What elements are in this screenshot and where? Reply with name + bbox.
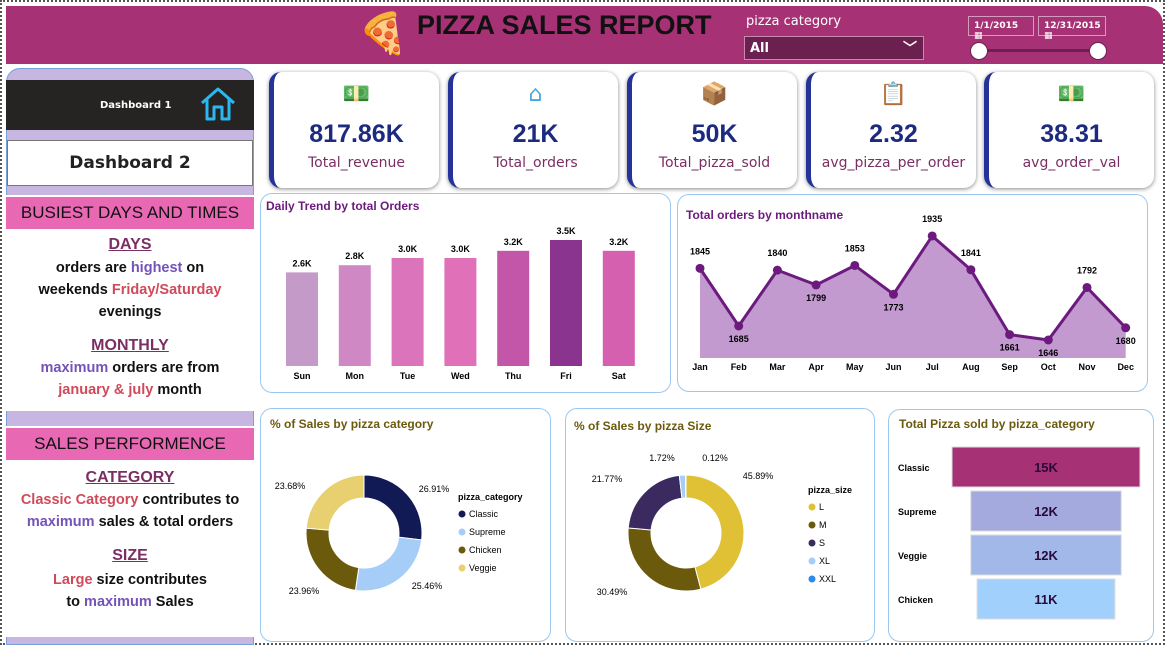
kpi-label: Total_orders (453, 155, 618, 171)
kpi-label: avg_order_val (989, 155, 1154, 171)
section-title: SALES PERFORMENCE (6, 428, 254, 460)
chart-title: % of Sales by pizza Size (574, 419, 711, 433)
home-icon: ⌂ (453, 82, 618, 112)
monthly-line-2: january & july month (6, 379, 254, 401)
end-date: 12/31/2015 (1044, 21, 1101, 31)
kpi-card-total_pizza_sold: 📦 50K Total_pizza_sold (627, 72, 797, 188)
monthly-heading: MONTHLY (6, 337, 254, 355)
category-donut-card: % of Sales by pizza category (260, 408, 551, 642)
pizza-icon: 🍕 (358, 10, 408, 57)
kpi-value: 817.86K (274, 120, 439, 149)
kpi-value: 21K (453, 120, 618, 149)
chart-title: Daily Trend by total Orders (266, 199, 419, 213)
category-filter-label: pizza category (746, 14, 841, 29)
end-date-input[interactable]: 12/31/2015 ▦ (1038, 16, 1106, 36)
start-date: 1/1/2015 (974, 21, 1018, 31)
daily-trend-card: Daily Trend by total Orders (260, 193, 671, 393)
kpi-value: 38.31 (989, 120, 1154, 149)
kpi-label: avg_pizza_per_order (811, 155, 976, 171)
size-line-2: to maximum Sales (6, 591, 254, 613)
days-line-3: evenings (6, 301, 254, 323)
calendar-icon: ▦ (974, 31, 983, 41)
dashboard-1-button[interactable]: Dashboard 1 (6, 80, 254, 130)
days-heading: DAYS (6, 236, 254, 254)
monthly-line-1: maximum orders are from (6, 357, 254, 379)
money-icon: 💵 (274, 82, 439, 112)
category-line-2: maximum sales & total orders (6, 511, 254, 533)
category-value: All (750, 41, 769, 56)
size-donut-card: % of Sales by pizza Size (565, 408, 875, 642)
kpi-label: Total_revenue (274, 155, 439, 171)
chart-title: Total orders by monthname (686, 208, 843, 222)
days-line-2: weekends Friday/Saturday (6, 279, 254, 301)
category-heading: CATEGORY (6, 469, 254, 487)
kpi-card-total_revenue: 💵 817.86K Total_revenue (269, 72, 439, 188)
section-title: BUSIEST DAYS AND TIMES (6, 197, 254, 229)
size-line-1: Large size contributes (6, 569, 254, 591)
money-icon: 💵 (989, 82, 1154, 112)
kpi-value: 50K (632, 120, 797, 149)
delivery-icon: 📦 (632, 82, 797, 112)
kpi-value: 2.32 (811, 120, 976, 149)
date-slider-start-handle[interactable] (970, 42, 988, 60)
chevron-down-icon: ﹀ (903, 38, 917, 58)
home-icon (198, 85, 238, 123)
sales-performance-panel: SALES PERFORMENCE CATEGORY Classic Categ… (6, 426, 254, 637)
start-date-input[interactable]: 1/1/2015 ▦ (968, 16, 1034, 36)
chart-title: % of Sales by pizza category (270, 417, 433, 431)
page-title: PIZZA SALES REPORT (417, 10, 712, 41)
calendar-icon: ▦ (1044, 31, 1053, 41)
kpi-card-avg_pizza_per_order: 📋 2.32 avg_pizza_per_order (806, 72, 976, 188)
funnel-card: Total Pizza sold by pizza_category (888, 409, 1154, 642)
clipboard-icon: 📋 (811, 82, 976, 112)
dashboard-1-label: Dashboard 1 (100, 100, 171, 111)
kpi-label: Total_pizza_sold (632, 155, 797, 171)
size-heading: SIZE (6, 547, 254, 565)
dashboard-2-button[interactable]: Dashboard 2 (7, 140, 253, 186)
days-line-1: orders are highest on (6, 257, 254, 279)
category-dropdown[interactable]: All ﹀ (744, 36, 924, 60)
date-slider-track[interactable] (979, 49, 1097, 52)
monthly-orders-card: Total orders by monthname (677, 194, 1148, 392)
category-line-1: Classic Category contributes to (6, 489, 254, 511)
kpi-card-avg_order_val: 💵 38.31 avg_order_val (984, 72, 1154, 188)
chart-title: Total Pizza sold by pizza_category (899, 417, 1095, 431)
date-slider-end-handle[interactable] (1089, 42, 1107, 60)
busiest-days-panel: BUSIEST DAYS AND TIMES DAYS orders are h… (6, 195, 254, 411)
kpi-card-total_orders: ⌂ 21K Total_orders (448, 72, 618, 188)
